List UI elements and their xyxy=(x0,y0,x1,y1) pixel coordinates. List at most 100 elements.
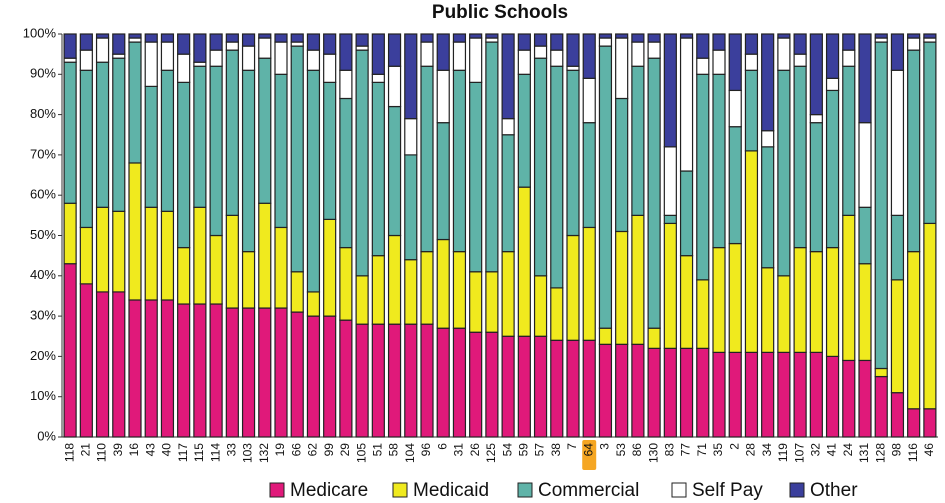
bar-segment xyxy=(387,65,402,108)
bar-segment xyxy=(728,33,742,92)
bar-segment xyxy=(209,303,223,438)
bar-segment xyxy=(679,170,694,257)
bar-segment xyxy=(874,375,888,438)
bar-segment xyxy=(225,49,239,216)
x-tick-label: 46 xyxy=(922,443,936,457)
bar-segment xyxy=(761,33,775,132)
bar-segment xyxy=(485,331,499,438)
x-tick-label: 58 xyxy=(387,443,401,457)
bar-segment xyxy=(290,45,304,273)
x-tick-label: 19 xyxy=(273,443,287,457)
bar-segment xyxy=(501,33,515,120)
bar-segment xyxy=(517,335,531,438)
bar-segment xyxy=(825,355,840,438)
bar-segment xyxy=(79,226,93,285)
bar-segment xyxy=(63,202,77,265)
bar-segment xyxy=(647,57,661,329)
bar-segment xyxy=(517,186,531,337)
bar-segment xyxy=(550,33,564,51)
bar-segment xyxy=(696,57,710,75)
bar-segment xyxy=(809,33,823,116)
bar-segment xyxy=(728,126,742,245)
bar-segment xyxy=(355,323,369,438)
bar-segment xyxy=(663,146,677,216)
x-tick-label: 110 xyxy=(95,443,109,462)
bar-segment xyxy=(63,263,77,438)
x-tick-label: 51 xyxy=(371,443,385,457)
bar-segment xyxy=(517,73,531,188)
x-tick-label: 26 xyxy=(468,443,482,457)
x-tick-label: 40 xyxy=(160,443,174,457)
bar-segment xyxy=(339,69,353,100)
bar-segment xyxy=(258,57,272,204)
x-tick-label: 99 xyxy=(322,443,336,457)
x-tick-label: 24 xyxy=(841,443,855,457)
x-tick-label: 53 xyxy=(614,443,628,457)
bar-segment xyxy=(323,218,337,317)
bar-segment xyxy=(647,327,661,349)
x-tick-label: 83 xyxy=(663,443,677,457)
bar-segment xyxy=(858,263,872,362)
x-tick-label: 2 xyxy=(727,443,741,450)
x-tick-label: 57 xyxy=(533,443,547,457)
bar-segment xyxy=(160,69,175,212)
highlight xyxy=(582,440,597,470)
bar-segment xyxy=(112,57,126,212)
bar-segment xyxy=(339,319,353,438)
x-tick-label: 130 xyxy=(646,443,660,463)
bar-segment xyxy=(160,299,175,438)
bar-segment xyxy=(144,85,158,208)
bar-segment xyxy=(647,347,661,438)
x-tick-label: 31 xyxy=(452,443,466,457)
bar-segment xyxy=(809,122,823,253)
bar-segment xyxy=(323,53,337,83)
y-tick-label: 40% xyxy=(30,267,56,282)
bar-segment xyxy=(663,222,677,349)
bar-segment xyxy=(241,307,256,438)
bar-segment xyxy=(274,226,288,309)
y-tick-label: 90% xyxy=(30,66,56,81)
y-tick-label: 60% xyxy=(30,187,56,202)
x-tick-label: 105 xyxy=(354,443,368,463)
bar-segment xyxy=(566,33,580,67)
bar-segment xyxy=(323,33,337,55)
bar-segment xyxy=(420,251,434,325)
bar-segment xyxy=(355,33,369,47)
bar-segment xyxy=(777,351,791,438)
bar-segment xyxy=(923,408,937,438)
bar-segment xyxy=(355,49,369,277)
x-tick-label: 103 xyxy=(241,443,255,463)
bar-segment xyxy=(193,65,207,208)
x-tick-label: 34 xyxy=(760,443,774,457)
bar-segment xyxy=(95,33,110,39)
bar-segment xyxy=(274,33,288,43)
bar-segment xyxy=(874,33,888,39)
bar-segment xyxy=(225,33,239,43)
legend-swatch xyxy=(517,482,533,498)
y-tick-label: 30% xyxy=(30,308,56,323)
x-tick-label: 59 xyxy=(517,443,531,457)
bar-segment xyxy=(761,130,775,148)
bar-segment xyxy=(274,41,288,75)
bar-segment xyxy=(598,45,613,329)
bar-segment xyxy=(79,33,93,51)
bar-segment xyxy=(923,222,937,410)
bar-segment xyxy=(890,33,905,71)
bar-segment xyxy=(177,303,191,438)
bar-segment xyxy=(95,61,110,208)
bar-segment xyxy=(679,347,694,438)
bar-segment xyxy=(306,69,321,293)
bar-segment xyxy=(647,33,661,43)
x-tick-label: 96 xyxy=(419,443,433,457)
bar-segment xyxy=(404,323,418,438)
bar-segment xyxy=(63,57,77,63)
bar-segment xyxy=(160,210,175,301)
bar-segment xyxy=(209,234,223,305)
bar-segment xyxy=(160,33,175,43)
bar-segment xyxy=(79,283,93,438)
bar-segment xyxy=(744,150,759,353)
bar-segment xyxy=(696,73,710,281)
bar-segment xyxy=(452,251,467,329)
bar-segment xyxy=(241,251,256,309)
x-tick-label: 114 xyxy=(208,443,222,462)
